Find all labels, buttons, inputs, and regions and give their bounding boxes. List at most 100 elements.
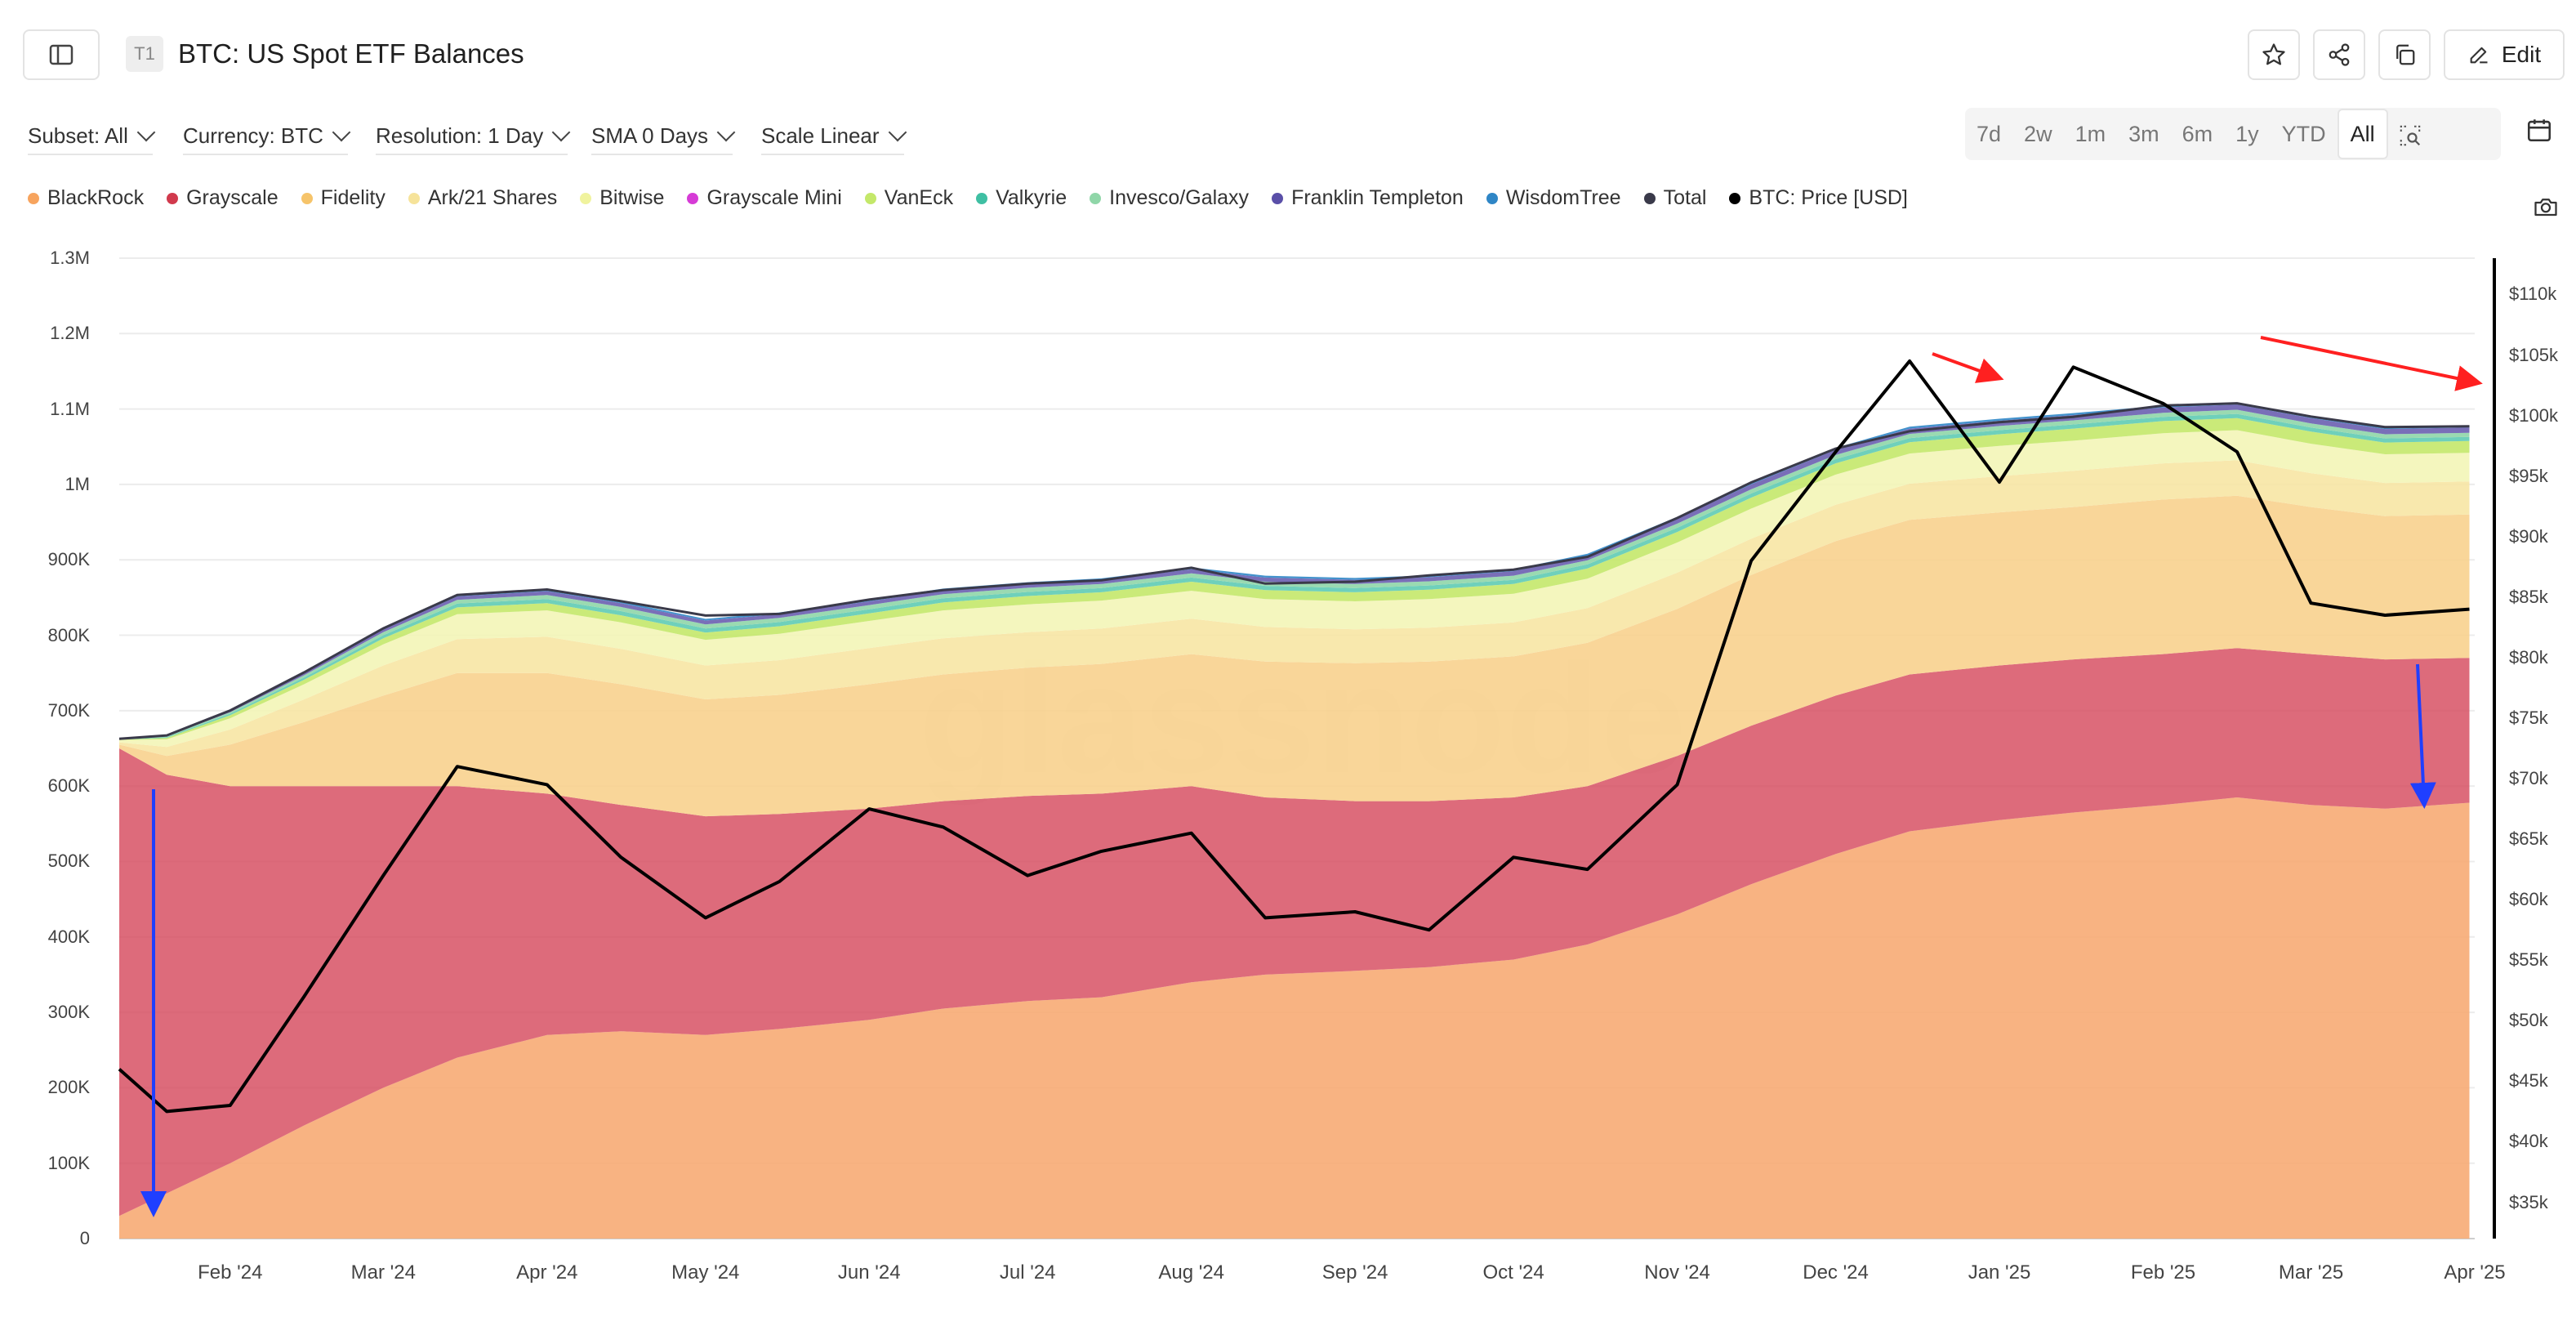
- range-1m[interactable]: 1m: [2075, 122, 2106, 146]
- legend-dot: [28, 192, 39, 204]
- x-tick-label: Feb '24: [198, 1261, 263, 1284]
- sidebar-toggle-button[interactable]: [23, 29, 100, 80]
- y-right-tick-label: $35k: [2509, 1191, 2548, 1212]
- legend-label: Total: [1663, 186, 1707, 209]
- legend-label: Franklin Templeton: [1291, 186, 1464, 209]
- duplicate-button[interactable]: [2378, 29, 2431, 80]
- y-right-tick-label: $100k: [2509, 404, 2558, 426]
- legend-item-total[interactable]: Total: [1643, 186, 1707, 210]
- legend-item-bitwise[interactable]: Bitwise: [580, 186, 664, 210]
- x-tick-label: Dec '24: [1803, 1261, 1869, 1284]
- legend-item-ark[interactable]: Ark/21 Shares: [408, 186, 557, 210]
- range-6m[interactable]: 6m: [2182, 122, 2213, 146]
- y-tick-label: 1.1M: [50, 398, 90, 419]
- area-fidelity: [119, 495, 2470, 817]
- legend-label: Bitwise: [599, 186, 665, 209]
- subset-select[interactable]: Subset: All: [28, 119, 156, 155]
- legend-item-blackrock[interactable]: BlackRock: [28, 186, 144, 210]
- share-button[interactable]: [2313, 29, 2365, 80]
- share-icon: [2329, 43, 2350, 66]
- range-3m[interactable]: 3m: [2128, 122, 2159, 146]
- x-tick-label: Jan '25: [1968, 1261, 2031, 1284]
- y-tick-label: 200K: [47, 1077, 90, 1098]
- tier-badge: T1: [126, 36, 163, 72]
- series-line-total: [118, 402, 2470, 740]
- y-right-tick-label: $70k: [2509, 768, 2548, 789]
- y-right-tick-label: $95k: [2509, 465, 2548, 486]
- subset-label: Subset: All: [28, 123, 128, 148]
- y-right-tick-label: $75k: [2509, 707, 2548, 728]
- series-line-btc-price: [118, 359, 2470, 1114]
- y-tick-label: 1M: [65, 473, 90, 494]
- y-tick-label: 500K: [47, 851, 90, 872]
- favorite-button[interactable]: [2248, 29, 2300, 80]
- zoom-select-icon: [2400, 125, 2420, 146]
- y-right-tick-label: $45k: [2509, 1070, 2548, 1092]
- legend-dot: [1729, 192, 1741, 204]
- zoom-select-button[interactable]: [2388, 108, 2432, 160]
- legend-item-grayscale-mini[interactable]: Grayscale Mini: [687, 186, 842, 210]
- x-tick-label: Apr '24: [516, 1261, 578, 1284]
- legend-dot: [976, 192, 988, 204]
- page-title: BTC: US Spot ETF Balances: [178, 38, 524, 69]
- currency-select[interactable]: Currency: BTC: [183, 119, 351, 155]
- legend-item-vaneck[interactable]: VanEck: [864, 186, 954, 210]
- stacked-areas: [119, 402, 2470, 1239]
- legend-label: Invesco/Galaxy: [1109, 186, 1250, 209]
- y-tick-label: 800K: [47, 624, 90, 645]
- legend-label: WisdomTree: [1505, 186, 1621, 209]
- edit-label: Edit: [2501, 42, 2542, 67]
- y-tick-label: 1.2M: [50, 323, 90, 344]
- calendar-icon: [2527, 119, 2551, 142]
- currency-label: Currency: BTC: [183, 123, 323, 148]
- legend-item-fidelity[interactable]: Fidelity: [301, 186, 386, 210]
- screenshot-button[interactable]: [2534, 196, 2558, 221]
- x-tick-label: Mar '24: [350, 1261, 416, 1284]
- y-right-tick-label: $40k: [2509, 1131, 2548, 1152]
- annotation-arrow: [1932, 352, 2004, 383]
- calendar-button[interactable]: [2525, 116, 2553, 148]
- legend-label: BlackRock: [47, 186, 145, 209]
- range-7d[interactable]: 7d: [1977, 122, 2002, 146]
- x-tick-label: Sep '24: [1321, 1261, 1388, 1284]
- legend-item-valkyrie[interactable]: Valkyrie: [976, 186, 1067, 210]
- legend-item-wisdomtree[interactable]: WisdomTree: [1486, 186, 1621, 210]
- legend-item-invesco[interactable]: Invesco/Galaxy: [1090, 186, 1249, 210]
- y-right-tick-label: $110k: [2509, 284, 2557, 305]
- legend-item-grayscale[interactable]: Grayscale: [167, 186, 279, 210]
- pencil-icon: [2470, 47, 2488, 64]
- range-1y[interactable]: 1y: [2235, 122, 2259, 146]
- y-tick-label: 0: [79, 1228, 90, 1248]
- y-tick-label: 300K: [47, 1002, 90, 1023]
- legend-label: Grayscale Mini: [706, 186, 842, 209]
- legend-label: VanEck: [884, 186, 954, 209]
- legend-label: Grayscale: [186, 186, 279, 209]
- sma-label: SMA 0 Days: [591, 123, 709, 148]
- sidebar-icon: [49, 44, 74, 65]
- legend-dot: [1486, 192, 1498, 204]
- y-tick-label: 100K: [47, 1152, 90, 1173]
- price-line: [118, 359, 2470, 1114]
- x-tick-label: May '24: [671, 1261, 740, 1284]
- y-tick-label: 400K: [47, 926, 90, 947]
- x-tick-label: Apr '25: [2444, 1261, 2506, 1284]
- x-tick-label: Oct '24: [1482, 1261, 1544, 1284]
- sma-select[interactable]: SMA 0 Days: [591, 119, 736, 155]
- resolution-select[interactable]: Resolution: 1 Day: [376, 119, 571, 155]
- legend-item-franklin[interactable]: Franklin Templeton: [1272, 186, 1464, 210]
- range-all[interactable]: All: [2337, 109, 2388, 159]
- range-ytd[interactable]: YTD: [2281, 122, 2326, 146]
- edit-button[interactable]: Edit: [2444, 29, 2565, 80]
- scale-select[interactable]: Scale Linear: [761, 119, 907, 155]
- legend-item-price[interactable]: BTC: Price [USD]: [1729, 186, 1908, 210]
- legend-label: Valkyrie: [996, 186, 1067, 209]
- annotations: [140, 336, 2483, 1217]
- chart-legend: BlackRock Grayscale Fidelity Ark/21 Shar…: [28, 186, 1931, 210]
- legend-dot: [580, 192, 592, 204]
- x-tick-label: Aug '24: [1158, 1261, 1224, 1284]
- annotation-arrow: [2260, 336, 2483, 391]
- range-2w[interactable]: 2w: [2024, 122, 2052, 146]
- y-right-tick-label: $80k: [2509, 646, 2548, 668]
- y-right-tick-label: $90k: [2509, 525, 2548, 547]
- y-right-tick-label: $60k: [2509, 889, 2548, 910]
